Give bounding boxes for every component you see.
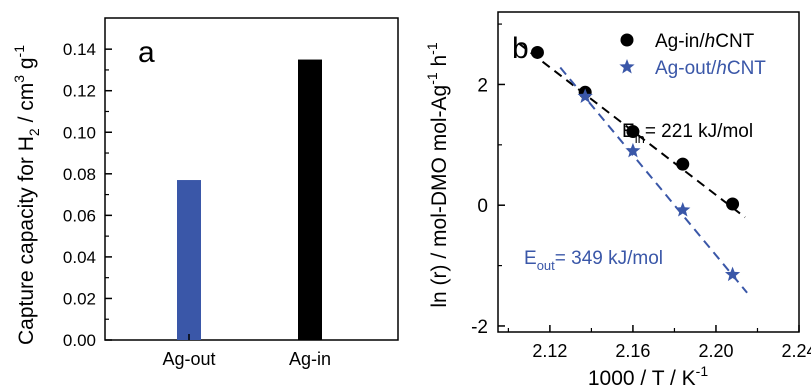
bar-ag-in: [298, 59, 322, 340]
x-tick-label: 2.16: [615, 341, 650, 361]
panel-b-points: [530, 45, 741, 282]
legend-ag-out: Ag-out/hCNT: [655, 58, 766, 79]
point-ag-out: [625, 142, 641, 158]
point-ag-in: [626, 125, 640, 139]
fit-line-ag-out: [559, 66, 748, 294]
y-tick-label: 0.10: [63, 123, 96, 142]
y-tick-label: 0: [477, 196, 488, 217]
panel-b-letter: b: [512, 32, 529, 65]
y-tick-label: -2: [471, 317, 488, 338]
panel-a-y-axis-label: Capture capacity for H2 / cm3 g-1: [11, 45, 42, 345]
y-tick-label: 0.02: [63, 289, 96, 308]
panel-a-plot-frame: [104, 17, 399, 341]
panel-b-y-axis-label: ln (r) / mol-DMO mol-Ag-1 h-1: [424, 42, 451, 307]
annotation-e-out: Eout= 349 kJ/mol: [524, 248, 663, 273]
x-tick-label: Ag-out: [162, 349, 215, 369]
panel-b-x-axis: 2.12 2.16 2.20 2.24: [507, 325, 811, 361]
panel-b-plot-frame: [497, 11, 800, 333]
point-ag-out: [724, 266, 741, 282]
point-ag-out: [675, 202, 691, 217]
y-tick-label: 0.04: [63, 248, 96, 267]
x-tick-label: 2.20: [698, 341, 733, 361]
panel-a-bars: [177, 59, 322, 340]
panel-b-y-axis: -2 0 2: [471, 23, 505, 338]
y-tick-label: 0.06: [63, 206, 96, 225]
y-tick-label: 0.08: [63, 165, 96, 184]
panel-b: b -2 0 2 2.12 2.16 2.20 2.24 ln (r) / mol-DMO…: [424, 11, 811, 390]
panel-b-legend: Ag-in/hCNT Ag-out/hCNT: [619, 31, 766, 79]
y-tick-label: 2: [477, 75, 488, 96]
bar-ag-out: [177, 180, 201, 340]
annotation-e-in: Ein= 221 kJ/mol: [622, 121, 753, 146]
point-ag-in: [676, 157, 690, 171]
y-tick-label: 0.00: [63, 331, 96, 350]
panel-a-y-axis: 0.00 0.02 0.04 0.06 0.08 0.10 0.12 0.14: [63, 40, 112, 350]
y-tick-label: 0.12: [63, 82, 96, 101]
legend-ag-in: Ag-in/hCNT: [655, 31, 755, 52]
x-tick-label: 2.24: [781, 341, 811, 361]
point-ag-in: [530, 45, 544, 59]
panel-a: a 0.00 0.02 0.04 0.06 0.08 0.10 0.12 0.14 Ag-ou…: [11, 17, 399, 369]
point-ag-in: [726, 197, 740, 211]
panel-a-x-axis: Ag-out Ag-in: [162, 334, 331, 369]
panel-a-letter: a: [138, 36, 155, 69]
panel-b-x-axis-label: 1000 / T / K-1: [588, 363, 708, 390]
x-tick-label: Ag-in: [289, 349, 331, 369]
x-tick-label: 2.12: [532, 341, 567, 361]
point-ag-out: [577, 88, 593, 103]
legend-star-marker: [619, 59, 635, 74]
y-tick-label: 0.14: [63, 40, 96, 59]
legend-circle-marker: [620, 33, 634, 47]
